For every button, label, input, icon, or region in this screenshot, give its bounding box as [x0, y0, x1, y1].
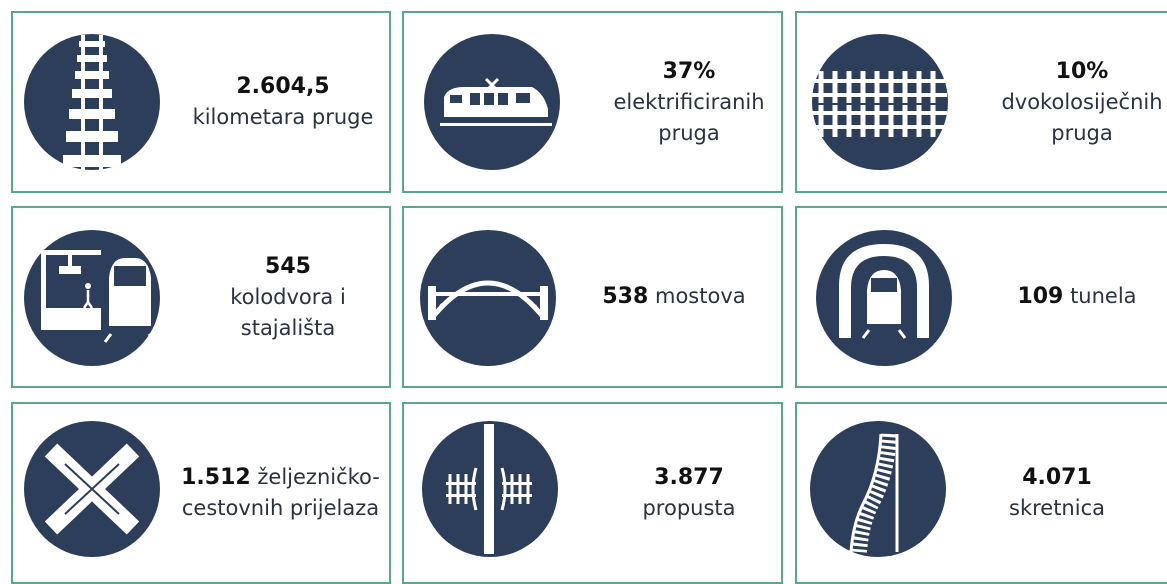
card: 109 tunela: [795, 206, 1167, 388]
card: 10% dvokolosiječnih pruga: [795, 11, 1167, 193]
card: 538 mostova: [402, 206, 783, 388]
icon: [24, 230, 160, 366]
icon: [810, 421, 946, 557]
card-label: elektrificiranih pruga: [613, 89, 765, 145]
card: 4.071 skretnica: [795, 402, 1167, 584]
icon: [811, 34, 948, 170]
card-value: 37%: [662, 58, 716, 84]
card-text: 1.512 željezničko-cestovnih prijelaza: [168, 404, 393, 582]
card: 3.877 propusta: [402, 402, 783, 584]
card: 545 kolodvora i stajališta: [11, 206, 391, 388]
card-text: 10% dvokolosiječnih pruga: [992, 13, 1167, 191]
card-value: 3.877: [654, 465, 724, 490]
card-label: kilometara pruge: [192, 105, 374, 129]
card-text: 3.877 propusta: [594, 404, 784, 582]
card-text: 4.071 skretnica: [962, 404, 1152, 582]
card: 2.604,5 kilometara pruge: [11, 11, 391, 193]
card-text: 545 kolodvora i stajališta: [188, 208, 388, 386]
icon: [24, 421, 160, 557]
card-label: željezničko-cestovnih prijelaza: [181, 465, 380, 520]
card-value: 545: [265, 253, 311, 279]
card: 37% elektrificiranih pruga: [402, 11, 783, 193]
card-label: mostova: [655, 284, 746, 308]
card-text: 37% elektrificiranih pruga: [599, 13, 779, 191]
card: 1.512 željezničko-cestovnih prijelaza: [11, 402, 391, 584]
card-label: kolodvora i stajališta: [230, 284, 346, 340]
card-label: propusta: [642, 496, 736, 520]
icon: [24, 34, 160, 173]
icon: [816, 230, 952, 366]
card-label: skretnica: [1009, 496, 1105, 520]
card-value: 109: [1017, 284, 1064, 309]
card-text: 538 mostova: [564, 208, 784, 312]
icon: [420, 230, 556, 366]
card-label: tunela: [1070, 284, 1137, 308]
card-value: 10%: [1055, 58, 1109, 84]
card-text: 109 tunela: [972, 208, 1167, 312]
icon: [424, 34, 560, 170]
card-text: 2.604,5 kilometara pruge: [178, 13, 388, 191]
icon: [422, 421, 558, 557]
card-value: 4.071: [1022, 465, 1092, 490]
card-value: 2.604,5: [236, 74, 330, 99]
card-label: dvokolosiječnih pruga: [1001, 89, 1163, 145]
card-value: 1.512: [181, 465, 251, 490]
card-value: 538: [602, 284, 649, 309]
